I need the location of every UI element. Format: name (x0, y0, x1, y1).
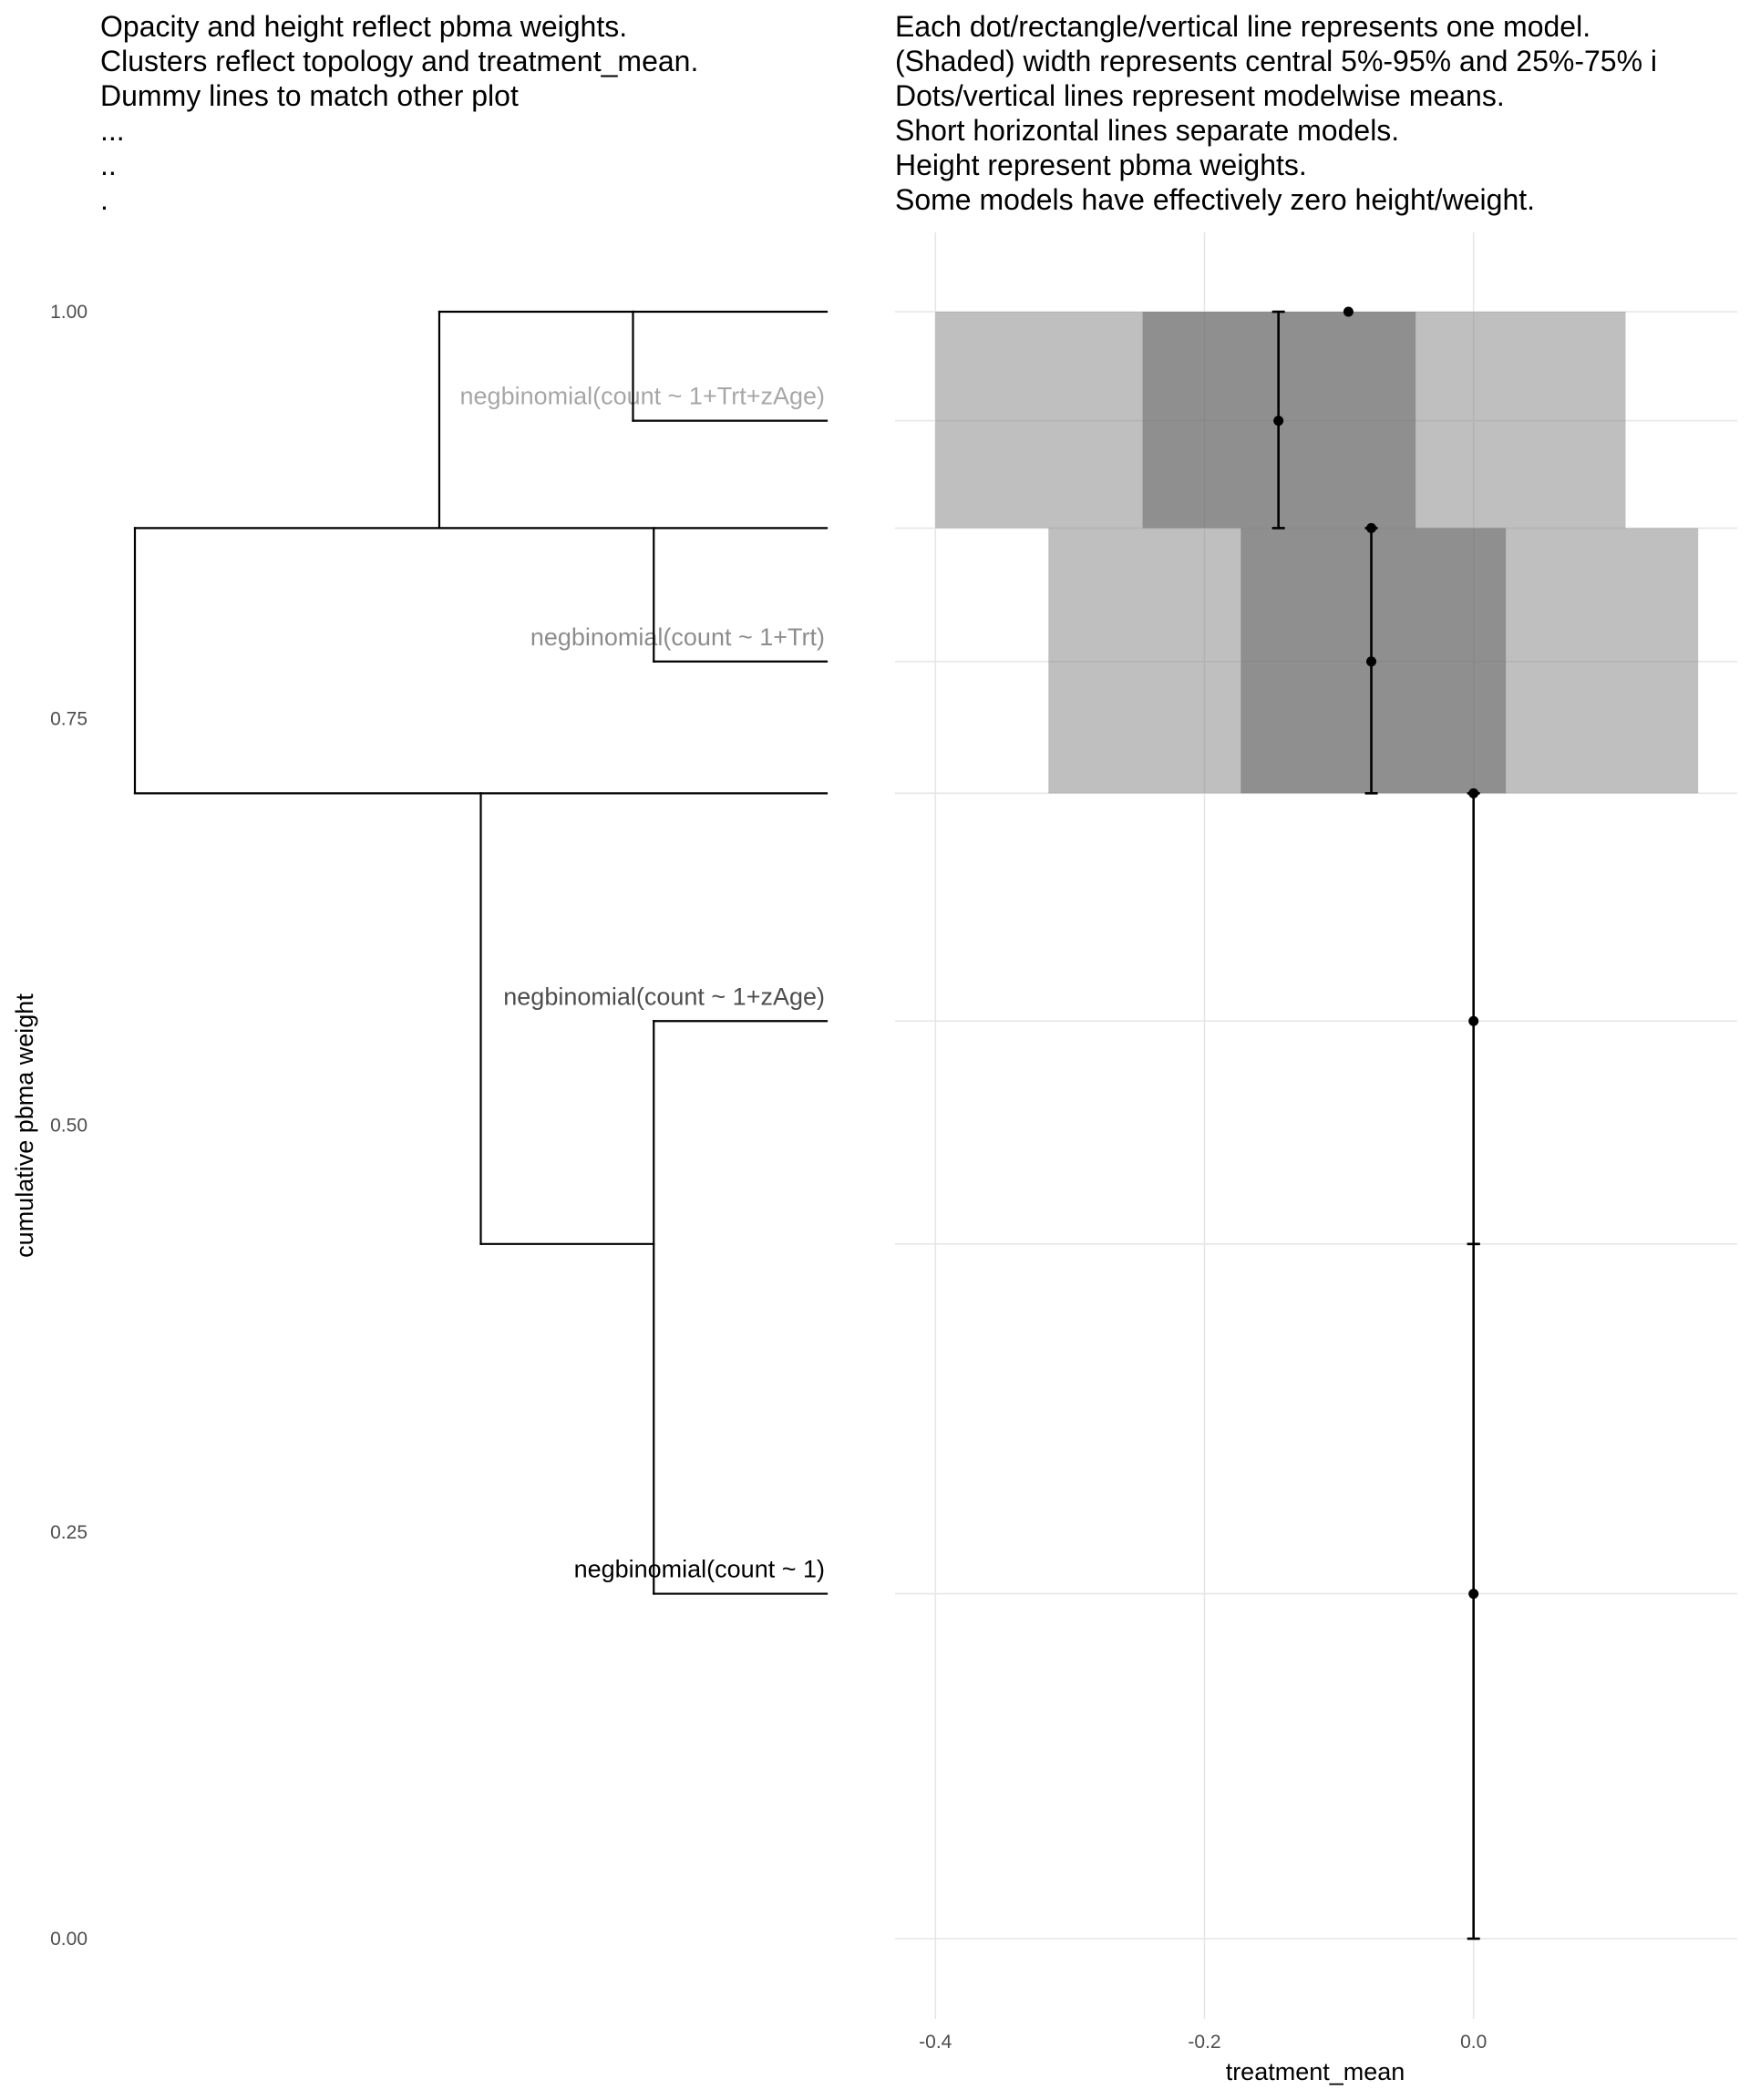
y-tick-label: 0.25 (50, 1522, 88, 1543)
subtitle-line: .. (100, 149, 117, 181)
x-axis-title: treatment_mean (1226, 2058, 1405, 2085)
subtitle-line: Some models have effectively zero height… (895, 183, 1535, 216)
leaf-label: negbinomial(count ~ 1) (574, 1556, 825, 1583)
y-tick-label: 0.50 (50, 1116, 88, 1137)
y-tick-label: 1.00 (50, 302, 88, 323)
interval-subtitle: Each dot/rectangle/vertical line represe… (895, 10, 1657, 216)
mean-points (1273, 306, 1479, 1600)
subtitle-line: Opacity and height reflect pbma weights. (100, 10, 627, 43)
subtitle-line: Short horizontal lines separate models. (895, 114, 1399, 147)
mean-point (1366, 522, 1377, 533)
mean-point (1366, 656, 1377, 667)
mean-point (1343, 306, 1354, 317)
dendrogram-links (133, 310, 829, 1595)
y-axis-title: cumulative pbma weight (11, 993, 38, 1258)
leaf-labels: negbinomial(count ~ 1+Trt+zAge) negbinomi… (460, 383, 825, 1583)
interval-rects (935, 312, 1699, 794)
mean-point (1468, 1015, 1479, 1026)
leaf-label: negbinomial(count ~ 1+zAge) (503, 983, 825, 1010)
x-tick-label: -0.4 (919, 2032, 952, 2053)
leaf-label: negbinomial(count ~ 1+Trt) (530, 623, 825, 651)
y-tick-labels: 0.00 0.25 0.50 0.75 1.00 (50, 302, 88, 1950)
subtitle-line: . (100, 183, 108, 216)
mean-point (1468, 788, 1479, 798)
subtitle-line: Clusters reflect topology and treatment_… (100, 45, 698, 77)
y-tick-label: 0.75 (50, 708, 88, 729)
leaf-label: negbinomial(count ~ 1+Trt+zAge) (460, 383, 825, 410)
y-tick-label: 0.00 (50, 1929, 88, 1950)
interval-panel: Each dot/rectangle/vertical line represe… (895, 10, 1737, 2085)
subtitle-line: (Shaded) width represents central 5%-95%… (895, 45, 1657, 77)
dendrogram-panel: Opacity and height reflect pbma weights.… (11, 10, 829, 1950)
subtitle-line: Dots/vertical lines represent modelwise … (895, 79, 1505, 112)
x-tick-label: -0.2 (1188, 2032, 1220, 2053)
subtitle-line: ... (100, 114, 125, 147)
mean-point (1468, 1589, 1479, 1600)
x-tick-label: 0.0 (1460, 2032, 1487, 2053)
mean-point (1273, 416, 1284, 427)
subtitle-line: Dummy lines to match other plot (100, 79, 519, 112)
x-tick-labels: -0.4 -0.2 0.0 (919, 2032, 1487, 2053)
subtitle-line: Height represent pbma weights. (895, 149, 1307, 181)
dendrogram-subtitle: Opacity and height reflect pbma weights.… (100, 10, 698, 216)
subtitle-line: Each dot/rectangle/vertical line represe… (895, 10, 1590, 43)
